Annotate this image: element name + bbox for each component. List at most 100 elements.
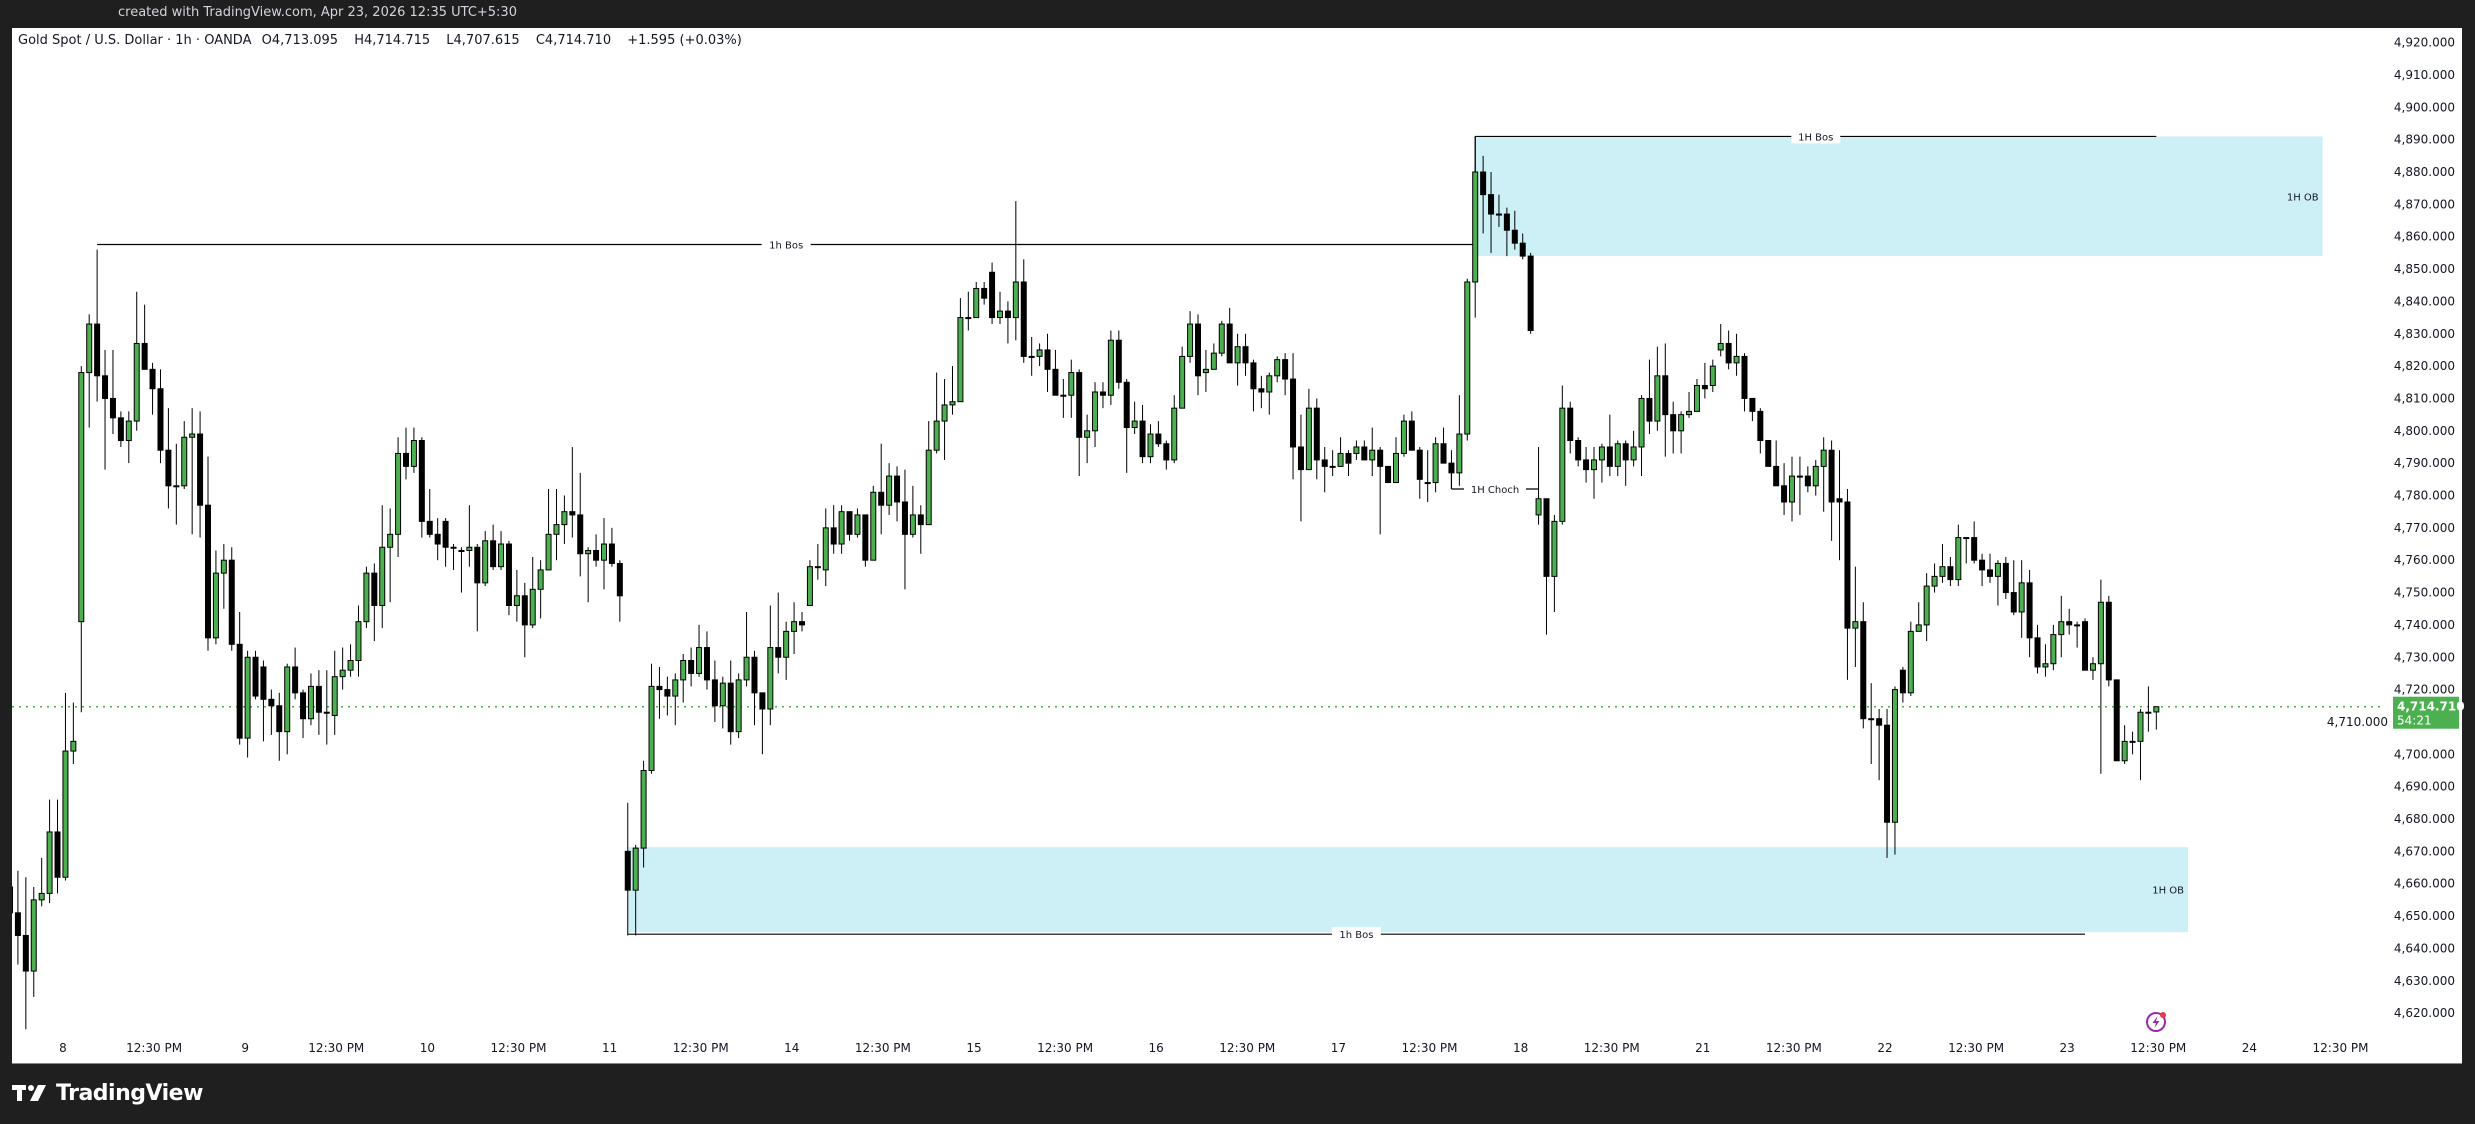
candle[interactable] bbox=[1511, 210, 1518, 250]
candle[interactable] bbox=[1535, 446, 1542, 525]
candle[interactable] bbox=[1646, 359, 1653, 435]
candle[interactable] bbox=[1258, 375, 1265, 409]
candle[interactable] bbox=[418, 437, 425, 538]
candle[interactable] bbox=[1963, 537, 1970, 564]
candle[interactable] bbox=[1598, 443, 1605, 483]
candle[interactable] bbox=[941, 379, 948, 460]
candle[interactable] bbox=[2058, 595, 2065, 658]
candle[interactable] bbox=[1717, 324, 1724, 357]
candle[interactable] bbox=[62, 692, 69, 881]
candle[interactable] bbox=[117, 411, 124, 447]
candle[interactable] bbox=[2034, 624, 2041, 674]
candle[interactable] bbox=[498, 531, 505, 570]
candle[interactable] bbox=[1979, 553, 1986, 587]
candle[interactable] bbox=[1559, 385, 1566, 525]
candle[interactable] bbox=[1693, 379, 1700, 412]
candle[interactable] bbox=[125, 411, 132, 464]
candle[interactable] bbox=[648, 663, 655, 774]
candle[interactable] bbox=[1385, 465, 1392, 484]
candle[interactable] bbox=[1115, 330, 1122, 389]
candle[interactable] bbox=[2042, 644, 2049, 677]
candle[interactable] bbox=[54, 799, 61, 894]
candle[interactable] bbox=[751, 650, 758, 726]
candle[interactable] bbox=[1488, 172, 1495, 253]
candle[interactable] bbox=[640, 760, 647, 868]
candle[interactable] bbox=[814, 544, 821, 580]
candle[interactable] bbox=[1432, 437, 1439, 493]
candle[interactable] bbox=[1393, 437, 1399, 484]
candle[interactable] bbox=[1052, 349, 1059, 396]
candle[interactable] bbox=[1297, 414, 1304, 522]
candle[interactable] bbox=[458, 547, 465, 593]
candle[interactable] bbox=[307, 673, 314, 726]
candle[interactable] bbox=[260, 660, 267, 742]
candle[interactable] bbox=[799, 611, 805, 632]
candle[interactable] bbox=[2129, 731, 2136, 755]
candle[interactable] bbox=[181, 421, 188, 490]
candle[interactable] bbox=[593, 534, 600, 567]
candle[interactable] bbox=[1527, 252, 1534, 334]
candle[interactable] bbox=[711, 660, 718, 722]
candle[interactable] bbox=[973, 281, 980, 319]
candle[interactable] bbox=[133, 291, 140, 431]
candle[interactable] bbox=[1551, 514, 1558, 612]
candle[interactable] bbox=[197, 411, 204, 538]
candle[interactable] bbox=[830, 505, 837, 554]
candle[interactable] bbox=[1266, 372, 1273, 415]
candle[interactable] bbox=[878, 443, 885, 535]
candle[interactable] bbox=[2137, 709, 2144, 781]
candle[interactable] bbox=[1337, 437, 1344, 467]
candle[interactable] bbox=[1313, 398, 1320, 480]
candle[interactable] bbox=[505, 540, 512, 616]
candle[interactable] bbox=[1123, 379, 1130, 473]
candle[interactable] bbox=[1361, 440, 1368, 461]
candle[interactable] bbox=[1179, 346, 1186, 409]
candle[interactable] bbox=[1725, 330, 1732, 370]
candle[interactable] bbox=[1345, 450, 1352, 477]
candle[interactable] bbox=[1567, 401, 1574, 454]
candle[interactable] bbox=[2018, 560, 2025, 638]
candle[interactable] bbox=[965, 291, 972, 331]
candle[interactable] bbox=[1226, 307, 1233, 364]
candle[interactable] bbox=[870, 485, 877, 561]
candle[interactable] bbox=[315, 670, 322, 735]
candle[interactable] bbox=[355, 605, 362, 677]
candle[interactable] bbox=[1891, 686, 1898, 855]
candle[interactable] bbox=[1408, 411, 1415, 451]
candle[interactable] bbox=[1321, 446, 1328, 493]
candle[interactable] bbox=[743, 611, 750, 687]
candle[interactable] bbox=[1662, 343, 1669, 457]
candle[interactable] bbox=[1868, 683, 1875, 765]
candle[interactable] bbox=[323, 670, 330, 745]
candle[interactable] bbox=[1812, 459, 1819, 496]
candle[interactable] bbox=[696, 624, 703, 677]
candle[interactable] bbox=[1155, 421, 1162, 447]
candle[interactable] bbox=[86, 314, 93, 428]
candle[interactable] bbox=[1495, 194, 1502, 227]
candle[interactable] bbox=[252, 650, 259, 700]
candle[interactable] bbox=[862, 514, 869, 567]
candle[interactable] bbox=[2097, 579, 2104, 774]
candle[interactable] bbox=[236, 611, 243, 745]
candle[interactable] bbox=[894, 466, 901, 522]
candle[interactable] bbox=[672, 673, 679, 726]
candle[interactable] bbox=[656, 666, 663, 719]
candle[interactable] bbox=[30, 886, 37, 997]
candle[interactable] bbox=[22, 877, 29, 1030]
candle[interactable] bbox=[1622, 440, 1629, 486]
candle[interactable] bbox=[2105, 595, 2112, 687]
candle[interactable] bbox=[537, 560, 544, 619]
candle[interactable] bbox=[339, 647, 346, 690]
candle[interactable] bbox=[1678, 411, 1685, 454]
candle[interactable] bbox=[1701, 362, 1708, 399]
candle[interactable] bbox=[1218, 320, 1225, 357]
candle[interactable] bbox=[94, 249, 101, 402]
candle[interactable] bbox=[1804, 466, 1811, 493]
candle[interactable] bbox=[387, 508, 394, 603]
candle[interactable] bbox=[585, 547, 592, 603]
candle[interactable] bbox=[2026, 569, 2033, 658]
candle[interactable] bbox=[1630, 430, 1637, 467]
lightning-icon[interactable] bbox=[2146, 1012, 2166, 1032]
candle[interactable] bbox=[8, 877, 13, 922]
candle[interactable] bbox=[300, 689, 307, 739]
